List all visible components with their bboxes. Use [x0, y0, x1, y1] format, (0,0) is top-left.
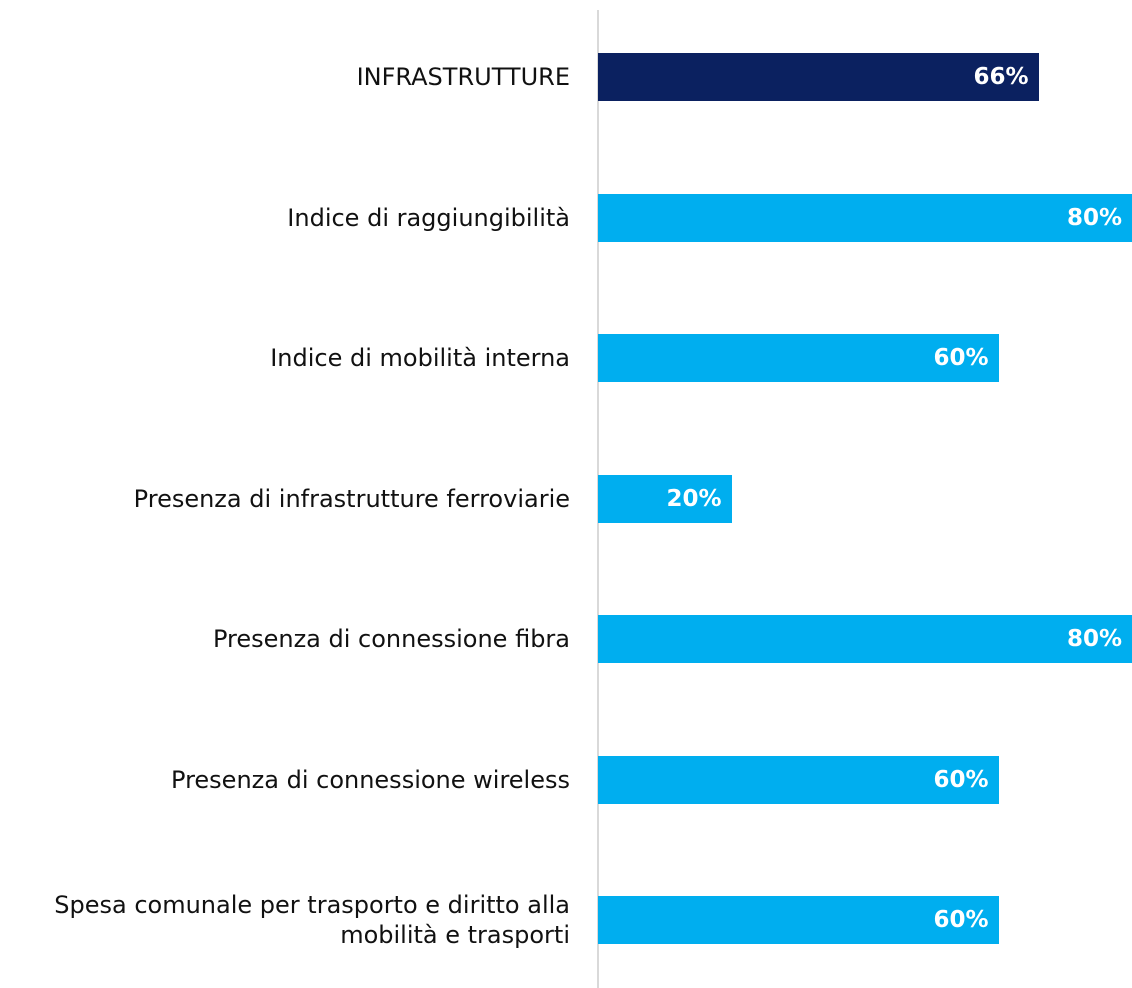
category-label: Presenza di infrastrutture ferroviarie [133, 484, 570, 513]
value-label: 66% [973, 64, 1029, 90]
bar: 60% [598, 334, 999, 382]
bar: 60% [598, 755, 999, 804]
category-label: Indice di raggiungibilità [287, 203, 570, 232]
bar: 20% [598, 474, 732, 523]
bar: 66% [598, 53, 1039, 101]
value-label: 20% [666, 485, 722, 512]
category-label: Presenza di connessione fibra [212, 625, 570, 653]
bar: 60% [598, 896, 999, 944]
value-label: 60% [933, 345, 989, 371]
value-label: 80% [1066, 204, 1122, 231]
value-label: 60% [933, 907, 989, 933]
category-label: Spesa comunale per trasporto e diritto a… [54, 891, 570, 949]
category-label: INFRASTRUTTURE [356, 63, 570, 91]
bar: 80% [598, 193, 1132, 242]
category-label: Presenza di connessione wireless [171, 765, 570, 794]
category-label: Indice di mobilità interna [270, 344, 570, 372]
value-label: 60% [933, 766, 989, 793]
bar: 80% [598, 615, 1132, 663]
value-label: 80% [1066, 626, 1122, 652]
